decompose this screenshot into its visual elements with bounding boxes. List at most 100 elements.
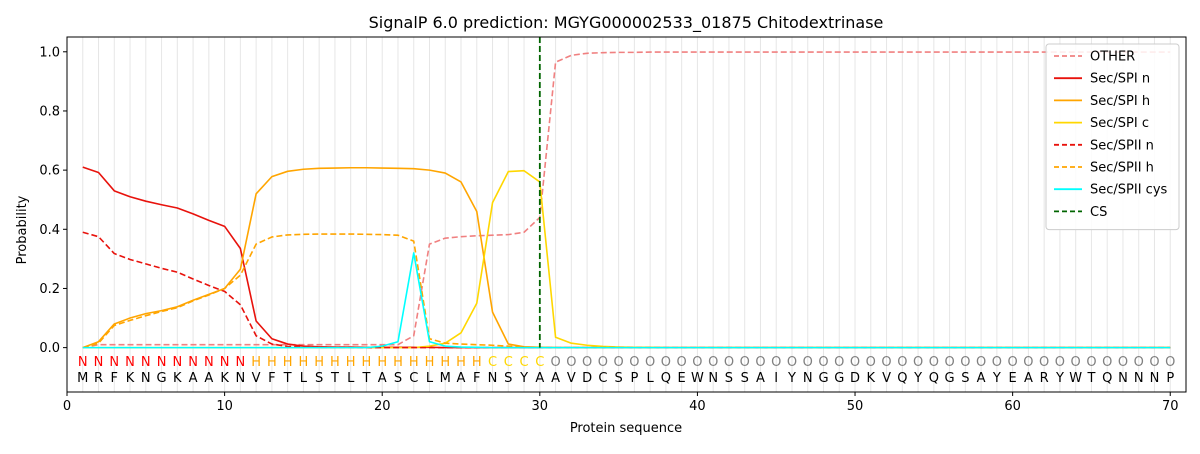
plot-frame xyxy=(66,36,1187,393)
residue-label: P xyxy=(630,371,638,386)
region-label: C xyxy=(535,355,544,370)
x-tick-label: 0 xyxy=(63,399,71,414)
region-label: H xyxy=(409,355,419,370)
residue-label: N xyxy=(1150,371,1160,386)
residue-label: K xyxy=(220,371,229,386)
y-tick-label: 1.0 xyxy=(39,45,60,60)
residue-label: R xyxy=(1040,371,1049,386)
region-label: O xyxy=(850,355,860,370)
region-label: O xyxy=(929,355,939,370)
region-label: O xyxy=(771,355,781,370)
residue-label: D xyxy=(850,371,860,386)
axis-ticks: 0 10 20 30 40 50 60 70 0.0 0.2 0.4 0.6 0.8 1.0 xyxy=(39,45,1178,414)
region-label: O xyxy=(755,355,765,370)
residue-label: N xyxy=(488,371,498,386)
residue-label: A xyxy=(204,371,213,386)
residue-label: G xyxy=(834,371,844,386)
residue-label: N xyxy=(803,371,813,386)
legend-label: Sec/SPI h xyxy=(1090,94,1150,109)
legend: OTHER Sec/SPI n Sec/SPI h Sec/SPI c Sec/SPII… xyxy=(1045,43,1180,231)
residue-label: Y xyxy=(787,371,796,386)
region-label: O xyxy=(1165,355,1175,370)
residue-label: T xyxy=(283,371,292,386)
residue-label: R xyxy=(94,371,103,386)
residue-label: K xyxy=(126,371,135,386)
region-label: H xyxy=(251,355,261,370)
region-label: O xyxy=(614,355,624,370)
residue-label: P xyxy=(1166,371,1174,386)
residue-label: D xyxy=(582,371,592,386)
residue-label: Y xyxy=(1055,371,1064,386)
sequence-annotation: NMNRNFNKNNNGNKNANANKNNHVHFHTHLHSHTHLHTHA… xyxy=(77,355,1175,386)
residue-label: Q xyxy=(661,371,671,386)
residue-label: G xyxy=(818,371,828,386)
residue-label: Y xyxy=(992,371,1001,386)
residue-label: N xyxy=(141,371,151,386)
region-label: H xyxy=(440,355,450,370)
residue-label: W xyxy=(1069,371,1082,386)
residue-label: S xyxy=(741,371,749,386)
residue-label: S xyxy=(394,371,402,386)
residue-label: V xyxy=(882,371,891,386)
region-label: N xyxy=(109,355,119,370)
region-label: N xyxy=(188,355,198,370)
residue-label: V xyxy=(567,371,576,386)
region-label: O xyxy=(881,355,891,370)
region-label: H xyxy=(472,355,482,370)
region-label: N xyxy=(78,355,88,370)
region-label: C xyxy=(488,355,497,370)
legend-label: CS xyxy=(1090,205,1107,220)
residue-label: S xyxy=(614,371,622,386)
residue-label: S xyxy=(504,371,512,386)
residue-label: N xyxy=(708,371,718,386)
y-tick-label: 0.0 xyxy=(39,341,60,356)
y-axis-label: Probability xyxy=(15,195,30,264)
region-label: H xyxy=(362,355,372,370)
residue-label: W xyxy=(691,371,704,386)
residue-label: A xyxy=(756,371,765,386)
region-label: O xyxy=(1086,355,1096,370)
region-label: O xyxy=(598,355,608,370)
region-label: H xyxy=(456,355,466,370)
residue-label: Y xyxy=(519,371,528,386)
region-label: H xyxy=(283,355,293,370)
residue-label: F xyxy=(473,371,480,386)
residue-label: E xyxy=(678,371,686,386)
series-line-other xyxy=(82,51,1171,349)
region-label: O xyxy=(976,355,986,370)
region-label: H xyxy=(299,355,309,370)
region-label: O xyxy=(834,355,844,370)
residue-label: Q xyxy=(897,371,907,386)
legend-label: OTHER xyxy=(1090,50,1135,65)
region-label: N xyxy=(125,355,135,370)
region-label: O xyxy=(629,355,639,370)
region-label: O xyxy=(866,355,876,370)
region-label: O xyxy=(913,355,923,370)
region-label: H xyxy=(330,355,340,370)
legend-label: Sec/SPI c xyxy=(1090,116,1149,131)
region-label: O xyxy=(944,355,954,370)
region-label: H xyxy=(393,355,403,370)
residue-label: K xyxy=(173,371,182,386)
residue-label: A xyxy=(457,371,466,386)
legend-label: Sec/SPII h xyxy=(1090,161,1154,176)
x-tick-label: 40 xyxy=(689,399,706,414)
series-lines xyxy=(82,51,1171,349)
region-label: N xyxy=(220,355,230,370)
residue-label: I xyxy=(774,371,778,386)
region-label: O xyxy=(1134,355,1144,370)
y-tick-label: 0.8 xyxy=(39,104,60,119)
region-label: H xyxy=(346,355,356,370)
region-label: O xyxy=(803,355,813,370)
region-label: O xyxy=(692,355,702,370)
x-tick-label: 50 xyxy=(847,399,864,414)
region-label: O xyxy=(1023,355,1033,370)
region-label: O xyxy=(677,355,687,370)
region-label: O xyxy=(992,355,1002,370)
residue-label: N xyxy=(1134,371,1144,386)
residue-label: T xyxy=(1086,371,1095,386)
region-label: O xyxy=(1039,355,1049,370)
grid-lines xyxy=(82,37,1171,392)
